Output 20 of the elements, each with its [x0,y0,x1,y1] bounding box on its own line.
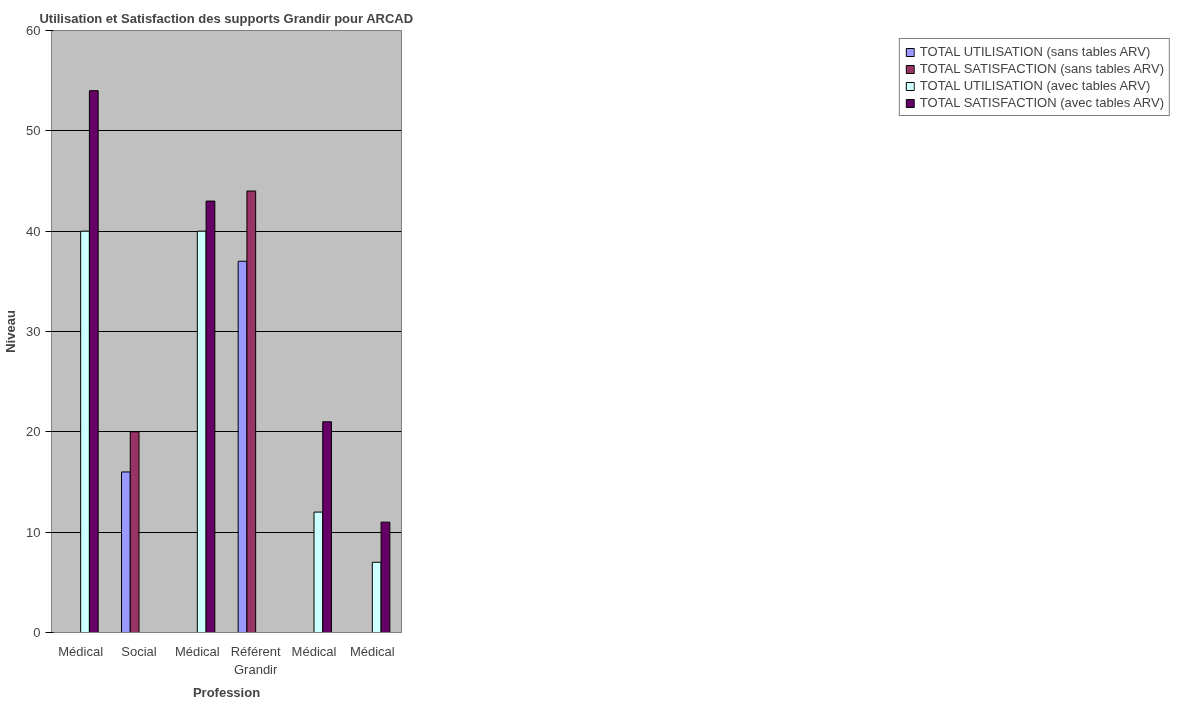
y-axis-title: Niveau [3,310,19,353]
x-tick-label: Médical [58,643,104,659]
x-axis-title: Profession [192,684,261,700]
x-tick-label: Médical [174,643,220,659]
x-tick-label: Social [121,643,157,659]
legend-label: TOTAL SATISFACTION (avec tables ARV) [919,95,1164,110]
y-tick-label: 40 [26,223,41,239]
legend-label: TOTAL UTILISATION (avec tables ARV) [919,78,1151,93]
x-tick-label: Référent Grandir [230,643,281,677]
x-tick-label: Médical [291,643,337,659]
y-tick-label: 50 [26,123,41,139]
y-tick-label: 60 [26,23,41,38]
y-tick-label: 0 [33,625,41,640]
y-tick-label: 10 [26,524,41,540]
legend-label: TOTAL SATISFACTION (sans tables ARV) [919,61,1164,76]
legend-label: TOTAL UTILISATION (sans tables ARV) [919,44,1151,59]
y-tick-label: 30 [26,324,41,339]
y-tick-label: 20 [26,424,41,440]
x-tick-label: Médical [349,643,395,659]
chart-title: Utilisation et Satisfaction des supports Grandir pour ARCAD [39,10,414,26]
